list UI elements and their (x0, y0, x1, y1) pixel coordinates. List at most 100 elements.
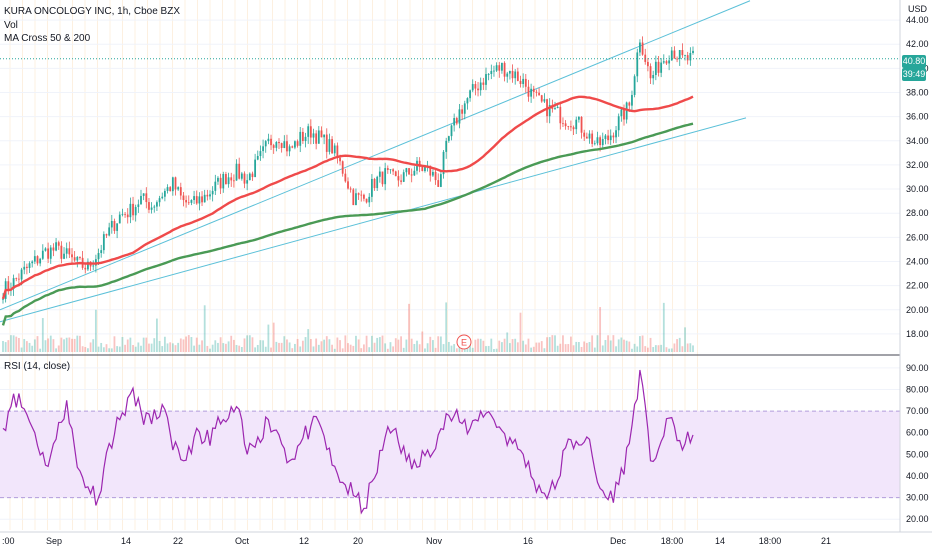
volume-bar (267, 324, 270, 352)
volume-bar (108, 348, 111, 352)
volume-bar (238, 345, 241, 352)
candle-body (47, 248, 50, 259)
candle-body (501, 62, 503, 71)
volume-legend[interactable]: Vol (4, 20, 18, 31)
candle-body (514, 71, 517, 79)
volume-bar (283, 336, 286, 352)
candle-body (631, 94, 633, 106)
volume-bar (442, 344, 445, 352)
candle-body (92, 265, 95, 267)
candle-body (174, 177, 177, 190)
candle-body (692, 50, 694, 53)
volume-bar (607, 335, 609, 352)
volume-bar (320, 341, 323, 352)
symbol-title[interactable]: KURA ONCOLOGY INC, 1h, Cboe BZX (4, 6, 180, 17)
candle-body (625, 102, 628, 120)
volume-bar (636, 346, 639, 352)
volume-bar (670, 348, 673, 352)
volume-bar (84, 347, 87, 352)
candle-body (572, 127, 575, 130)
candle-body (447, 136, 450, 141)
volume-bar (596, 335, 599, 352)
volume-bar (97, 346, 100, 352)
candle-body (169, 187, 172, 192)
volume-bar (418, 344, 421, 352)
price-axis-labels: 18.00 20.00 22.00 24.00 26.00 28.00 30.00 32.00… (906, 15, 929, 339)
volume-bar (689, 343, 692, 352)
time-tick-label: 14 (715, 536, 725, 546)
volume-bar (373, 342, 376, 352)
volume-bar (49, 335, 52, 352)
volume-bar (649, 337, 652, 352)
volume-bar (538, 342, 540, 352)
volume-bar (288, 342, 291, 352)
volume-bar (272, 322, 275, 352)
volume-bar (195, 337, 198, 352)
candle-body (222, 174, 225, 189)
rsi-tick-label: 30.00 (906, 493, 929, 503)
candle-body (12, 278, 15, 289)
candle-body (493, 70, 495, 72)
candle-body (312, 133, 315, 138)
candle-body (554, 108, 556, 109)
ma200-line (1, 122, 694, 326)
candle-body (309, 126, 312, 138)
candle-body (140, 195, 142, 205)
candle-body (540, 95, 543, 102)
candle-body (439, 174, 442, 187)
channel-upper[interactable] (0, 0, 751, 311)
volume-bar (572, 345, 575, 352)
volume-bar (474, 339, 477, 352)
candle-body (633, 76, 636, 95)
candle-body (65, 248, 68, 254)
candle-body (116, 223, 119, 231)
volume-bar (668, 348, 671, 352)
candle-body (657, 61, 660, 73)
candle-body (129, 203, 132, 218)
time-tick-label: 16 (523, 536, 533, 546)
volume-bar (102, 347, 105, 352)
volume-bar (493, 348, 495, 352)
candle-body (684, 55, 686, 56)
ma-cross-legend[interactable]: MA Cross 50 & 200 (4, 33, 91, 44)
candle-body (585, 136, 588, 139)
volume-bar (121, 336, 124, 352)
volume-bar (623, 339, 625, 352)
candle-body (474, 84, 477, 89)
volume-bar (620, 337, 623, 352)
candle-body (623, 109, 625, 120)
candle-body (445, 140, 448, 152)
candle-body (482, 82, 485, 85)
volume-bar (31, 345, 34, 352)
candle-body (102, 234, 105, 251)
rsi-legend[interactable]: RSI (14, close) (4, 361, 71, 372)
volume-bar (673, 343, 676, 352)
volume-bar (341, 348, 344, 352)
volume-bar (219, 337, 222, 352)
candle-body (596, 137, 599, 144)
candle-body (325, 134, 328, 152)
candle-body (44, 248, 47, 251)
volume-bar (570, 336, 572, 352)
volume-bar (145, 337, 148, 352)
volume-bar (349, 344, 352, 352)
candle-body (357, 193, 360, 195)
candle-body (402, 172, 405, 182)
earnings-marker[interactable]: E (456, 334, 472, 350)
volume-bar (264, 346, 267, 352)
volume-bar (203, 305, 206, 352)
candle-body (259, 151, 262, 156)
volume-bar (142, 337, 145, 352)
candle-body (153, 206, 156, 208)
channel-lower[interactable] (0, 117, 747, 323)
candle-body (52, 247, 55, 251)
time-tick-label: 18:00 (661, 536, 684, 546)
candle-body (620, 109, 623, 117)
candle-body (84, 267, 87, 270)
volume-bar (416, 340, 418, 352)
volume-bar (190, 337, 193, 352)
volume-bar (376, 337, 379, 352)
candle-body (166, 187, 169, 191)
candle-body (498, 65, 501, 71)
